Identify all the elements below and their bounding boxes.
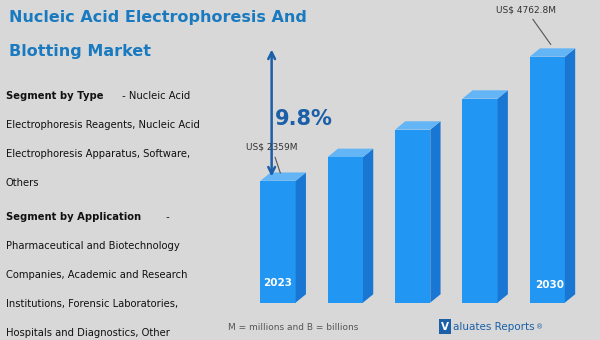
Polygon shape xyxy=(530,48,575,57)
Text: ®: ® xyxy=(536,324,543,330)
Polygon shape xyxy=(530,57,565,303)
Polygon shape xyxy=(260,181,296,303)
Text: - Nucleic Acid: - Nucleic Acid xyxy=(119,91,191,101)
Text: Electrophoresis Apparatus, Software,: Electrophoresis Apparatus, Software, xyxy=(6,149,190,159)
Text: M = millions and B = billions: M = millions and B = billions xyxy=(228,323,358,332)
Text: Blotting Market: Blotting Market xyxy=(9,44,151,59)
Polygon shape xyxy=(328,149,373,157)
Polygon shape xyxy=(328,157,363,303)
Text: Others: Others xyxy=(6,178,40,188)
Text: Hospitals and Diagnostics, Other: Hospitals and Diagnostics, Other xyxy=(6,328,170,338)
Text: Companies, Academic and Research: Companies, Academic and Research xyxy=(6,270,187,280)
Polygon shape xyxy=(363,149,373,303)
Polygon shape xyxy=(463,99,497,303)
Polygon shape xyxy=(395,121,440,130)
Text: Segment by Application: Segment by Application xyxy=(6,212,141,222)
Text: V: V xyxy=(441,322,449,332)
Text: 2030: 2030 xyxy=(535,280,565,290)
Polygon shape xyxy=(395,130,430,303)
Polygon shape xyxy=(497,90,508,303)
Polygon shape xyxy=(565,48,575,303)
Text: Pharmaceutical and Biotechnology: Pharmaceutical and Biotechnology xyxy=(6,241,180,251)
Polygon shape xyxy=(463,90,508,99)
Text: aluates Reports: aluates Reports xyxy=(453,322,535,332)
Polygon shape xyxy=(260,172,306,181)
Text: Segment by Type: Segment by Type xyxy=(6,91,104,101)
Text: 9.8%: 9.8% xyxy=(275,109,333,129)
Text: Institutions, Forensic Laboratories,: Institutions, Forensic Laboratories, xyxy=(6,299,178,309)
Text: Electrophoresis Reagents, Nucleic Acid: Electrophoresis Reagents, Nucleic Acid xyxy=(6,120,200,130)
Text: Nucleic Acid Electrophoresis And: Nucleic Acid Electrophoresis And xyxy=(9,10,307,25)
Polygon shape xyxy=(430,121,440,303)
Text: US$ 2359M: US$ 2359M xyxy=(246,143,298,173)
Polygon shape xyxy=(296,172,306,303)
Text: -: - xyxy=(163,212,170,222)
Text: 2023: 2023 xyxy=(263,278,293,288)
Text: US$ 4762.8M: US$ 4762.8M xyxy=(496,5,556,45)
